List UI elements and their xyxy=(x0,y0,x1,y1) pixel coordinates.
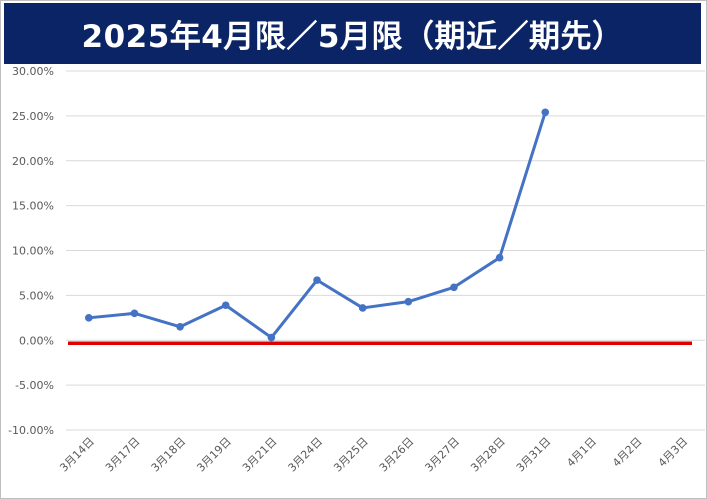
x-tick-label: 3月24日 xyxy=(286,435,326,475)
y-axis-tick-labels: 30.00% 25.00% 20.00% 15.00% 10.00% 5.00% 0.00%… xyxy=(8,65,54,437)
data-point xyxy=(130,309,139,318)
data-point xyxy=(495,253,504,262)
y-tick-label: 5.00% xyxy=(19,289,54,302)
x-tick-label: 3月26日 xyxy=(377,435,417,475)
title-bar: 2025年4月限／5月限（期近／期先） xyxy=(4,3,701,64)
y-tick-label: 0.00% xyxy=(19,334,54,347)
x-tick-label: 3月28日 xyxy=(468,435,508,475)
data-point xyxy=(450,283,458,292)
data-point xyxy=(267,333,276,342)
chart-title: 2025年4月限／5月限（期近／期先） xyxy=(81,19,624,55)
data-point xyxy=(358,304,367,312)
x-tick-label: 3月17日 xyxy=(103,435,143,475)
y-tick-label: 30.00% xyxy=(12,65,54,78)
y-tick-label: -10.00% xyxy=(8,424,54,437)
data-point xyxy=(176,322,184,331)
x-tick-label: 3月18日 xyxy=(149,435,189,475)
data-point xyxy=(313,276,321,284)
y-tick-label: 15.00% xyxy=(12,200,54,213)
x-tick-label: 3月25日 xyxy=(331,435,371,475)
y-tick-label: 25.00% xyxy=(12,110,54,123)
x-tick-label: 4月3日 xyxy=(656,435,691,470)
x-axis-tick-labels: 3月14日 3月17日 3月18日 3月19日 3月21日 3月24日 3月25日 3月26日… xyxy=(57,435,690,475)
x-tick-label: 3月31日 xyxy=(514,435,554,475)
y-tick-label: 10.00% xyxy=(12,245,54,258)
x-tick-label: 4月2日 xyxy=(610,435,645,470)
data-point xyxy=(541,108,550,117)
gridlines xyxy=(66,70,705,431)
x-tick-label: 3月14日 xyxy=(57,435,97,475)
data-point xyxy=(404,297,413,306)
y-tick-label: 20.00% xyxy=(12,155,54,168)
x-tick-label: 3月21日 xyxy=(240,435,280,475)
series-line xyxy=(88,111,547,340)
series-spread xyxy=(85,108,550,342)
y-tick-label: -5.00% xyxy=(15,379,54,392)
x-tick-label: 3月19日 xyxy=(194,435,234,475)
x-tick-label: 3月27日 xyxy=(422,435,462,475)
data-point xyxy=(85,314,93,322)
x-tick-label: 4月1日 xyxy=(564,435,599,470)
data-point xyxy=(221,301,230,310)
